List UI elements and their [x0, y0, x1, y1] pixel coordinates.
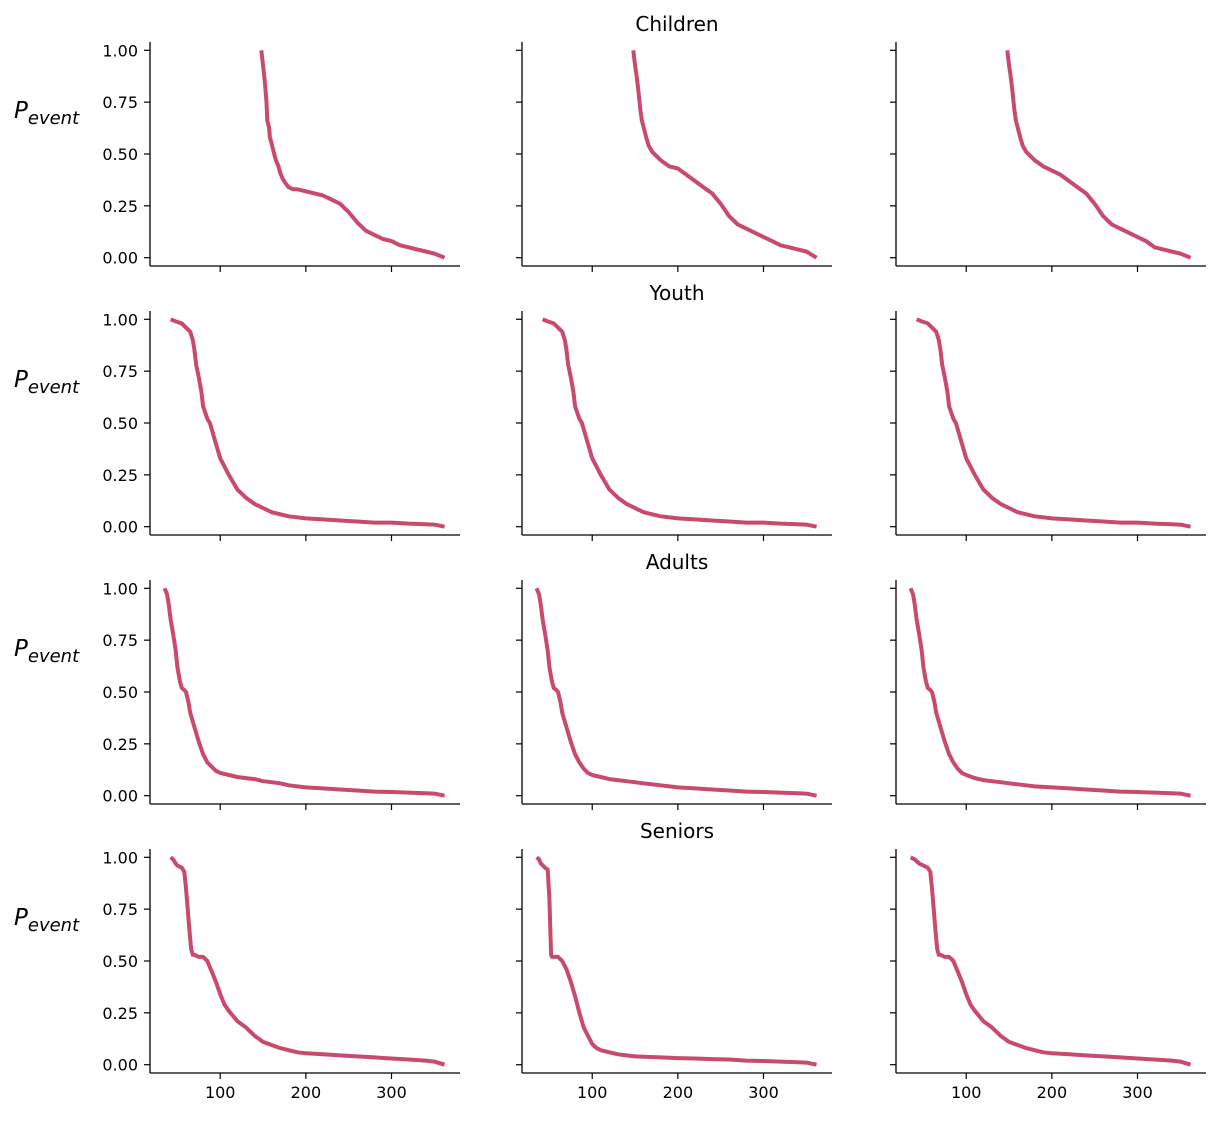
x-tick-label: 100 [951, 1083, 982, 1102]
row-title: Seniors [640, 819, 714, 843]
series-line [169, 317, 445, 529]
y-tick-label: 0.00 [102, 518, 138, 537]
y-tick-label: 0.75 [102, 631, 138, 650]
x-tick-label: 300 [376, 1083, 407, 1102]
y-tick-label: 0.50 [102, 952, 138, 971]
series-line [908, 587, 1191, 798]
y-tick-label: 0.25 [102, 735, 138, 754]
row-title: Children [635, 12, 718, 36]
y-tick-label: 0.00 [102, 249, 138, 268]
series-line [259, 50, 446, 260]
y-tick-label: 0.75 [102, 362, 138, 381]
x-tick-label: 300 [748, 1083, 779, 1102]
series-line [909, 855, 1192, 1067]
row-title: Adults [646, 550, 709, 574]
y-axis-label: Pevent [14, 98, 80, 129]
y-tick-label: 0.25 [102, 466, 138, 485]
series-line [162, 587, 445, 798]
y-tick-label: 0.25 [102, 197, 138, 216]
y-tick-label: 0.25 [102, 1004, 138, 1023]
y-tick-label: 0.50 [102, 145, 138, 164]
x-tick-label: 200 [291, 1083, 322, 1102]
series-line [631, 50, 818, 260]
y-axis-label: Pevent [14, 367, 80, 398]
x-tick-label: 100 [205, 1083, 236, 1102]
y-tick-label: 0.50 [102, 414, 138, 433]
series-line [535, 855, 817, 1067]
x-tick-label: 300 [1122, 1083, 1153, 1102]
y-tick-label: 1.00 [102, 848, 138, 867]
y-tick-label: 0.75 [102, 900, 138, 919]
y-tick-label: 1.00 [102, 41, 138, 60]
series-line [169, 855, 446, 1067]
x-tick-label: 200 [1037, 1083, 1068, 1102]
series-line [1005, 50, 1192, 260]
y-tick-label: 1.00 [102, 310, 138, 329]
series-line [534, 587, 817, 798]
y-tick-label: 0.00 [102, 787, 138, 806]
series-line [915, 317, 1191, 529]
y-tick-label: 1.00 [102, 579, 138, 598]
y-axis-label: Pevent [14, 905, 80, 936]
y-axis-label: Pevent [14, 636, 80, 667]
x-tick-label: 100 [577, 1083, 608, 1102]
y-tick-label: 0.75 [102, 93, 138, 112]
series-line [541, 317, 817, 529]
y-tick-label: 0.00 [102, 1056, 138, 1075]
y-tick-label: 0.50 [102, 683, 138, 702]
row-title: Youth [649, 281, 705, 305]
x-tick-label: 200 [663, 1083, 694, 1102]
